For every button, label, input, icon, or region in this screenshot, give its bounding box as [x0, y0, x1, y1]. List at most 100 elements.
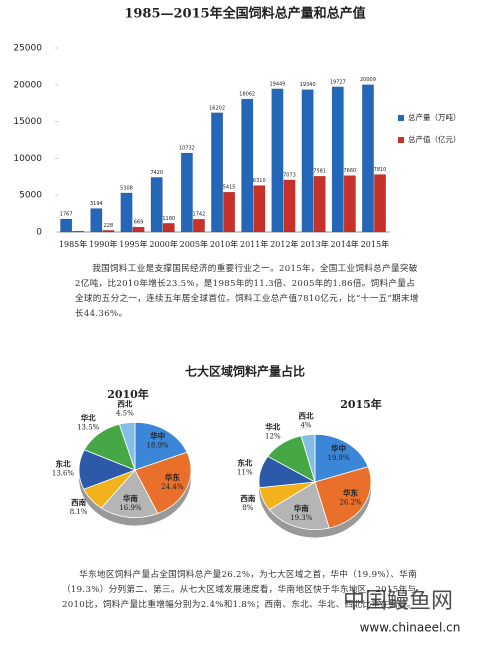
data-label: 7810	[374, 167, 387, 173]
data-label: 5415	[223, 185, 236, 191]
pie-label: 西南	[71, 497, 86, 507]
bar	[102, 230, 115, 233]
data-label: 7660	[343, 168, 356, 174]
x-tick-label: 2012年	[270, 239, 298, 249]
pie-slice	[300, 433, 316, 483]
data-label: 20009	[360, 77, 376, 83]
bar	[331, 86, 344, 233]
pie-value-label: 12%	[265, 432, 281, 440]
pie-value-label: 26.2%	[339, 498, 362, 506]
y-tick-label: 10000	[13, 154, 42, 164]
bar	[313, 175, 326, 233]
bar	[192, 218, 205, 233]
bar	[132, 226, 145, 233]
bar	[283, 179, 296, 233]
pie-value-label: 13.5%	[77, 423, 100, 431]
data-label: 1742	[193, 212, 206, 218]
pie-label: 西北	[117, 398, 132, 408]
pie-value-label: 19.3%	[290, 514, 313, 522]
data-label: 19340	[300, 82, 316, 88]
data-label: 1767	[60, 211, 73, 217]
pie-label: 华南	[123, 493, 138, 503]
pie-value-label: 19.9%	[327, 454, 350, 462]
data-label: 18062	[239, 92, 255, 98]
pie-value-label: 13.6%	[52, 469, 75, 477]
pie-value-label: 8%	[242, 504, 253, 512]
y-tick-label: 0	[36, 228, 42, 238]
y-tick-label: 15000	[13, 117, 42, 127]
pie-label: 华北	[81, 412, 96, 422]
pie-slice	[268, 481, 330, 530]
pie-value-label: 24.4%	[161, 483, 184, 491]
x-tick-label: 2010年	[210, 239, 238, 249]
data-label: 6310	[253, 178, 266, 184]
data-label: 10732	[179, 146, 195, 152]
bar	[150, 177, 163, 233]
bar	[162, 223, 175, 233]
pie-value-label: 11%	[237, 468, 253, 476]
chart-title: 1985—2015年全国饲料总产量和总产值	[124, 6, 365, 22]
bar	[60, 218, 73, 233]
paragraph: 华东地区饲料产量占全国饲料总产量26.2%，为七大区域之首，华中（19.9%）、…	[62, 570, 418, 610]
pie-label: 东北	[237, 457, 252, 467]
y-tick-label: 25000	[13, 44, 42, 54]
data-label: 228	[104, 223, 114, 229]
bar	[361, 84, 374, 233]
x-tick-label: 2014年	[331, 239, 359, 249]
x-tick-label: 2000年	[149, 239, 177, 249]
data-label: 7420	[150, 170, 163, 176]
x-tick-label: 2013年	[300, 239, 328, 249]
pie-title: 2015年	[340, 397, 382, 411]
pie-value-label: 8.1%	[70, 508, 88, 516]
x-tick-label: 1995年	[119, 239, 147, 249]
y-tick-label: 20000	[13, 80, 42, 90]
pie-label: 东北	[56, 458, 71, 468]
pie-value-label: 18.9%	[146, 442, 169, 450]
data-label: 1180	[162, 216, 175, 222]
pie-value-label: 4.5%	[116, 409, 134, 417]
bar	[120, 192, 133, 233]
chart-title: 七大区域饲料产量占比	[185, 364, 305, 379]
pie-label: 华东	[343, 487, 358, 497]
data-label: 669	[134, 220, 144, 226]
pie-title: 2010年	[107, 387, 149, 401]
pie-label: 华中	[150, 431, 165, 441]
pie-slice	[314, 433, 369, 483]
pie-slice	[118, 421, 136, 471]
bar	[241, 98, 254, 233]
x-tick-label: 2011年	[240, 239, 268, 249]
pie-label: 华东	[165, 472, 180, 482]
legend-swatch	[398, 115, 404, 121]
bar	[271, 88, 284, 233]
pie-slice	[314, 466, 372, 529]
bar	[253, 185, 266, 233]
pie-value-label: 4%	[300, 421, 311, 429]
x-tick-label: 2015年	[361, 239, 389, 249]
data-label: 7581	[313, 169, 326, 175]
pie-label: 西南	[240, 493, 255, 503]
data-label: 3194	[90, 201, 103, 207]
pie-label: 华北	[265, 421, 280, 431]
bar	[301, 89, 314, 233]
bar	[343, 175, 356, 233]
watermark: 中国鳗鱼网	[343, 589, 453, 614]
paragraph: 我国饲料工业是支撑国民经济的重要行业之一。2015年，全国工业饲料总产量突破2亿…	[75, 264, 419, 319]
bar	[72, 230, 85, 233]
bar	[180, 152, 193, 233]
pie-slice	[134, 451, 192, 514]
y-tick-label: 5000	[19, 191, 42, 201]
x-tick-label: 2005年	[180, 239, 208, 249]
data-label: 19449	[269, 81, 285, 87]
data-label: 16202	[209, 105, 225, 111]
legend-label: 总产量（万吨）	[408, 112, 461, 122]
x-tick-label: 1985年	[59, 239, 87, 249]
watermark-url: www.chinaeel.cn	[360, 621, 461, 635]
pie-label: 华中	[331, 443, 346, 453]
bar	[374, 174, 386, 233]
pie-value-label: 16.9%	[119, 504, 142, 512]
data-label: 7073	[283, 172, 296, 178]
bar	[223, 191, 236, 233]
data-label: 19727	[330, 79, 346, 85]
